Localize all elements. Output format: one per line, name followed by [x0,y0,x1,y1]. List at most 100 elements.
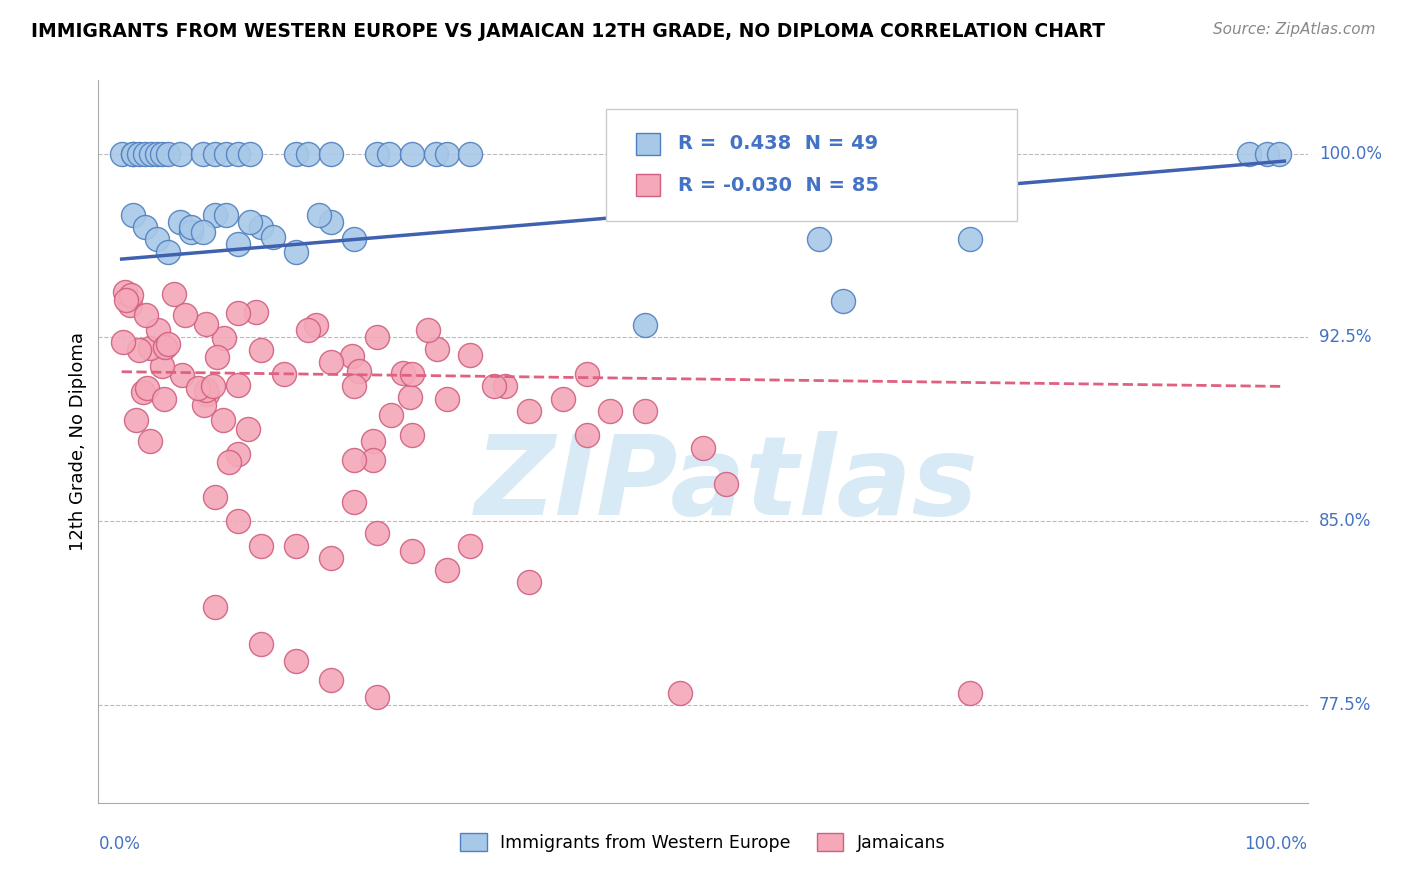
Point [343,494,366,508]
Point [156,337,179,351]
Point [319,673,342,688]
Point [343,232,366,246]
Point [195,383,218,397]
Point [250,343,273,357]
Point [153,340,176,354]
Point [285,146,308,161]
Point [187,381,209,395]
Point [204,490,226,504]
Point [195,387,218,401]
Point [212,413,235,427]
Point [401,146,423,161]
Point [145,232,167,246]
Point [139,146,162,161]
Point [361,453,384,467]
Point [416,323,439,337]
Point [205,350,228,364]
Point [204,208,226,222]
Text: 92.5%: 92.5% [1319,328,1371,346]
Point [153,392,176,406]
Y-axis label: 12th Grade, No Diploma: 12th Grade, No Diploma [69,332,87,551]
Point [273,367,295,381]
Point [134,146,156,161]
Text: 100.0%: 100.0% [1319,145,1382,162]
Text: 77.5%: 77.5% [1319,696,1371,714]
Point [1239,146,1261,161]
Point [122,146,145,161]
Point [1267,146,1289,161]
Point [250,637,273,651]
Point [285,244,308,259]
Point [204,146,226,161]
Point [575,367,598,381]
Point [202,378,225,392]
Point [163,287,186,301]
Point [1256,146,1278,161]
Point [494,379,516,393]
Point [174,308,197,322]
Bar [637,133,659,154]
Point [808,232,831,246]
Point [169,146,191,161]
Point [831,293,853,308]
Point [436,146,458,161]
Point [212,330,235,344]
Point [366,330,388,344]
FancyBboxPatch shape [606,109,1018,221]
Point [308,208,330,222]
Point [191,146,214,161]
Point [460,539,482,553]
Point [122,208,145,222]
Legend: Immigrants from Western Europe, Jamaicans: Immigrants from Western Europe, Jamaican… [454,827,952,859]
Point [193,398,215,412]
Point [191,225,214,239]
Point [215,146,238,161]
Point [366,690,388,705]
Point [599,404,621,418]
Point [226,306,249,320]
Point [226,146,249,161]
Point [204,599,226,614]
Point [180,225,202,239]
Point [340,349,363,363]
Point [378,146,401,161]
Point [366,526,388,541]
Point [517,404,540,418]
Point [716,477,738,491]
Text: 85.0%: 85.0% [1319,512,1371,530]
Point [146,323,169,337]
Point [239,215,262,229]
Point [150,146,173,161]
Point [226,378,249,392]
Point [135,308,157,322]
Point [215,208,238,222]
Point [436,563,458,577]
Point [692,441,714,455]
Point [194,317,217,331]
Point [125,413,148,427]
Point [250,539,273,553]
Point [575,428,598,442]
Point [139,434,162,448]
Point [319,355,342,369]
Bar [637,174,659,196]
Point [111,146,134,161]
Point [157,244,180,259]
Point [152,359,174,373]
Point [401,367,423,381]
Text: ZIPatlas: ZIPatlas [475,432,979,539]
Point [319,146,342,161]
Point [262,230,284,244]
Point [226,237,249,252]
Text: R = -0.030  N = 85: R = -0.030 N = 85 [678,176,879,194]
Text: R =  0.438  N = 49: R = 0.438 N = 49 [678,135,879,153]
Point [218,455,240,469]
Point [959,232,981,246]
Point [170,368,193,383]
Point [118,298,141,312]
Point [128,146,150,161]
Point [245,305,267,319]
Point [425,146,447,161]
Point [343,379,366,393]
Point [305,318,328,333]
